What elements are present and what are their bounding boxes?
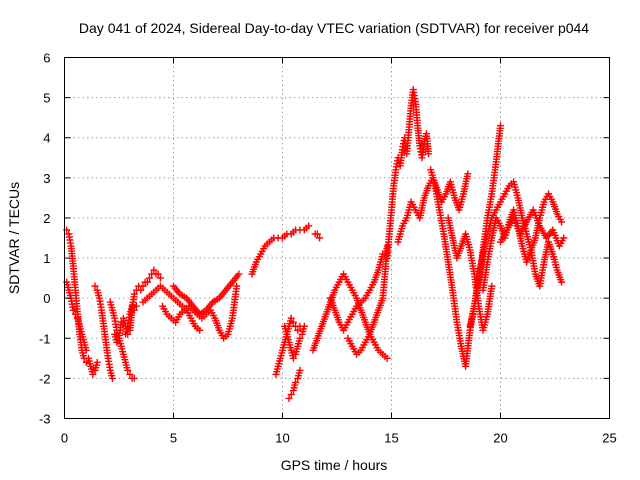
series-p044-segment-n <box>285 366 304 402</box>
data-point <box>497 122 504 130</box>
data-point <box>132 302 140 310</box>
data-point <box>383 354 391 362</box>
x-tick-label: 20 <box>493 431 507 446</box>
y-tick-label: -2 <box>39 371 51 386</box>
data-point <box>235 270 243 278</box>
y-tick-label: 3 <box>43 171 50 186</box>
data-point <box>425 150 433 158</box>
y-tick-label: 5 <box>43 91 50 106</box>
y-tick-label: 0 <box>43 291 50 306</box>
series-p044-segment-d <box>106 298 138 382</box>
data-point <box>313 230 321 238</box>
data-point <box>130 290 138 298</box>
series-p044-segment-j <box>248 222 313 278</box>
data-point <box>146 274 154 282</box>
data-point <box>285 394 293 402</box>
data-point <box>69 306 77 314</box>
data-point <box>126 370 134 378</box>
data-point <box>93 358 101 366</box>
data-point <box>154 270 162 278</box>
data-point <box>488 282 496 290</box>
data-point <box>137 286 145 294</box>
series-p044-segment-q <box>344 242 391 358</box>
data-point <box>130 374 138 382</box>
series-p044-segment-p <box>326 250 387 334</box>
data-point <box>305 222 313 230</box>
x-tick-label: 10 <box>275 431 289 446</box>
x-tick-label: 15 <box>384 431 398 446</box>
data-point <box>464 170 472 178</box>
data-point <box>139 282 147 290</box>
series-p044-segment-c <box>91 282 116 382</box>
data-point <box>300 322 308 330</box>
y-tick-label: 6 <box>43 51 50 66</box>
series-p044-segment-g <box>139 282 204 334</box>
data-point <box>156 274 164 282</box>
series-p044-segment-r <box>383 86 433 262</box>
data-point <box>296 366 304 374</box>
series-p044-segment-l <box>272 314 304 378</box>
data-point <box>316 234 324 242</box>
data-point <box>124 366 132 374</box>
data-point <box>296 334 304 342</box>
data-point <box>558 278 566 286</box>
x-tick-label: 0 <box>61 431 68 446</box>
y-axis-label: SDTVAR / TECUs <box>6 182 22 294</box>
data-point <box>89 370 97 378</box>
data-point <box>558 218 566 226</box>
data-point <box>91 282 99 290</box>
data-point <box>150 266 158 274</box>
series-p044-segment-a <box>63 226 101 378</box>
series-p044-segment-x <box>497 206 568 250</box>
data-point <box>289 354 297 362</box>
data-point <box>383 242 391 250</box>
x-tick-label: 5 <box>170 431 177 446</box>
data-point <box>287 314 295 322</box>
data-point <box>292 378 300 386</box>
axis-ticks: 0 5 10 15 20 25 -3 -2 -1 0 1 2 3 4 5 6 <box>39 51 617 446</box>
data-point <box>130 306 138 314</box>
y-tick-label: 2 <box>43 211 50 226</box>
data-point <box>560 234 568 242</box>
series-p044-segment-i <box>170 270 243 318</box>
series-p044-segment-m <box>281 322 308 362</box>
plot-frame <box>64 57 610 419</box>
data-points <box>63 86 568 402</box>
y-tick-label: -1 <box>39 331 51 346</box>
series-p044-segment-k <box>311 230 324 242</box>
data-point <box>82 346 90 354</box>
series-p044-segment-f <box>122 302 140 338</box>
y-tick-label: 1 <box>43 251 50 266</box>
x-axis-label: GPS time / hours <box>281 457 388 473</box>
series-p044-segment-u <box>444 214 496 334</box>
data-point <box>113 338 121 346</box>
data-point <box>196 326 204 334</box>
data-point <box>108 374 116 382</box>
y-tick-label: 4 <box>43 131 50 146</box>
data-point <box>289 318 297 326</box>
x-tick-label: 25 <box>602 431 616 446</box>
data-point <box>233 282 241 290</box>
series-p044-segment-s <box>394 170 472 246</box>
data-point <box>294 326 302 334</box>
y-tick-label: -3 <box>39 412 51 427</box>
data-point <box>71 310 79 318</box>
data-point <box>143 278 151 286</box>
series-p044-segment-w <box>479 206 566 294</box>
chart-title: Day 041 of 2024, Sidereal Day-to-day VTE… <box>79 20 589 36</box>
data-point <box>287 390 295 398</box>
